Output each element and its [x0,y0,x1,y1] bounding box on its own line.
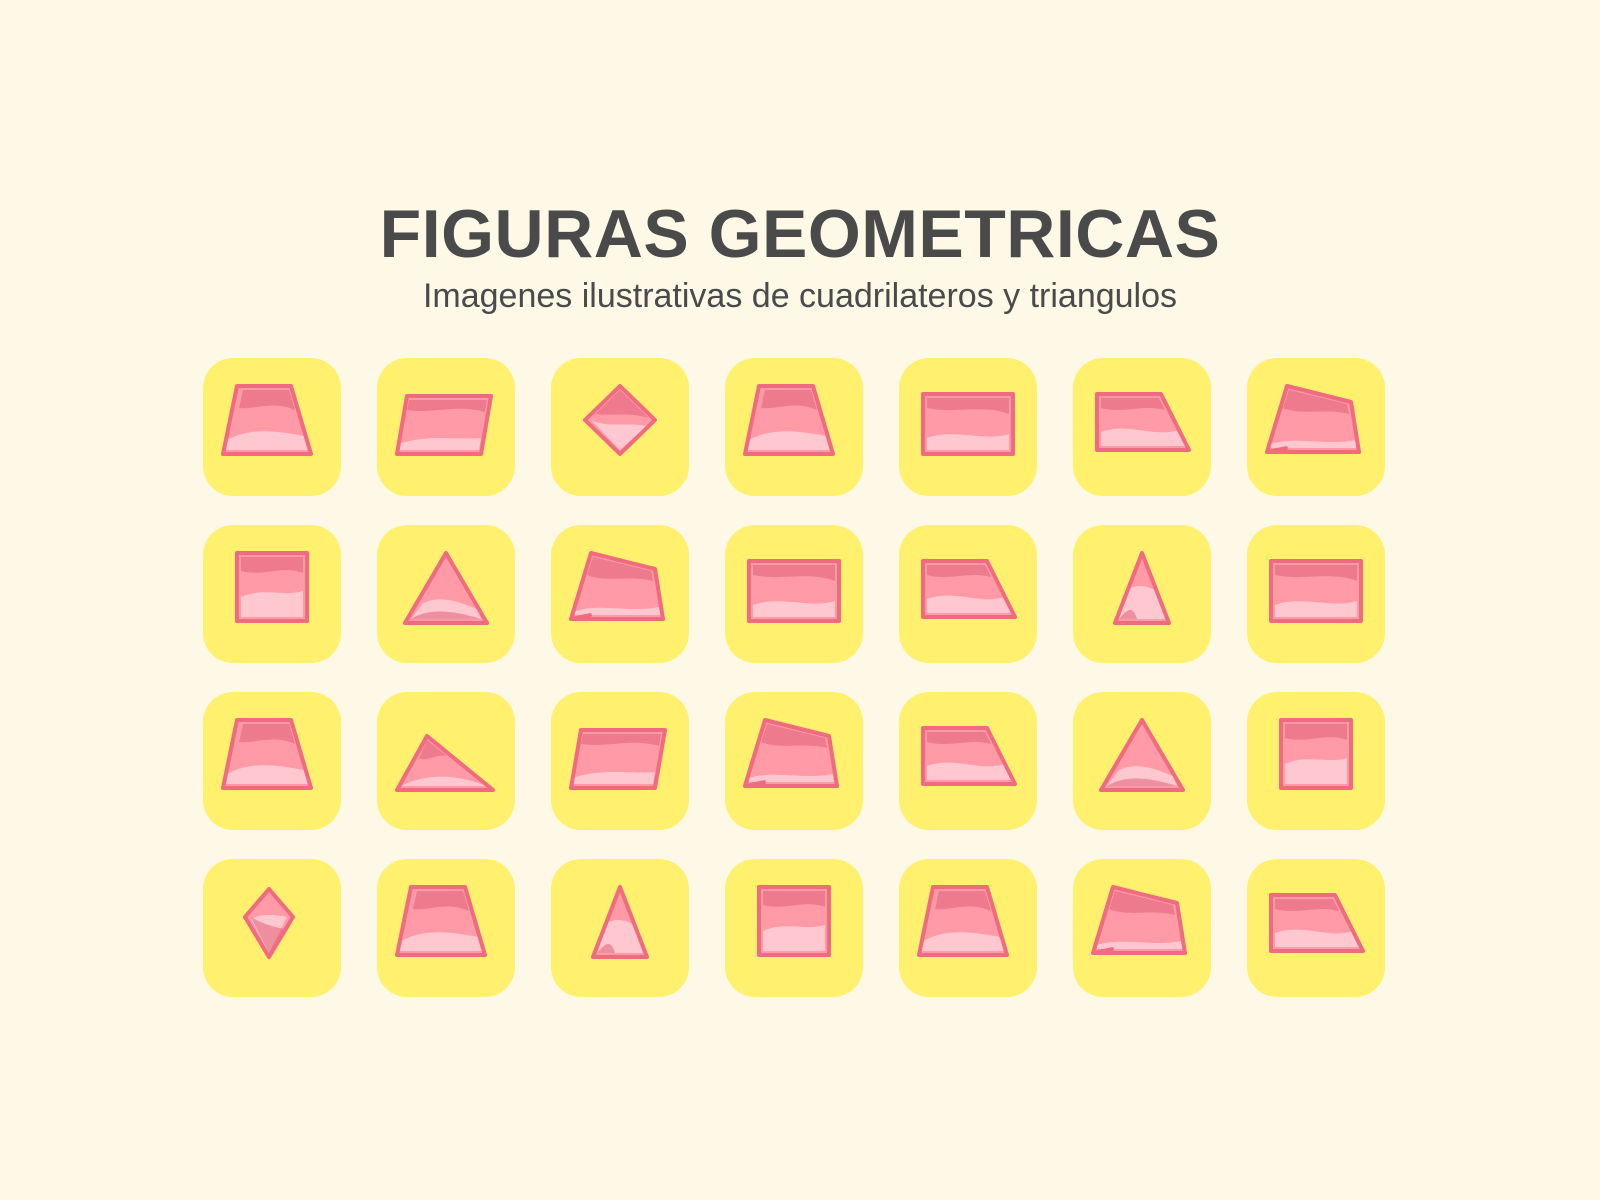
shape-tile [899,859,1037,997]
shape-tile [725,859,863,997]
shape-tile [725,525,863,663]
kite-icon [243,887,295,959]
shape-tile [203,358,341,496]
trapezoid-icon [917,885,1009,957]
trapezoid-icon [221,384,313,456]
irregular-quadrilateral-icon [743,718,839,788]
trapezoid-icon [743,384,835,456]
rhombus-icon [583,384,657,456]
shape-tile [551,692,689,830]
rectangle-icon [921,392,1015,456]
rectangle-icon [1269,559,1363,623]
shape-tile [725,692,863,830]
shape-tile [899,358,1037,496]
shape-tile [1247,692,1385,830]
irregular-quadrilateral-icon [1265,384,1361,454]
trapezoid-icon [221,718,313,790]
shape-tile [377,358,515,496]
triangle-icon [1099,718,1185,792]
page-subtitle: Imagenes ilustrativas de cuadrilateros y… [422,277,1178,315]
shape-tile [203,859,341,997]
parallelogram-icon [395,394,493,456]
shape-tile [203,525,341,663]
triangle-icon [403,551,489,625]
shape-tile [1073,692,1211,830]
shape-tile [1247,525,1385,663]
page-title: FIGURAS GEOMETRICAS [379,196,1221,272]
shape-tile [551,859,689,997]
shape-tile [899,525,1037,663]
rectangle-icon [747,559,841,623]
square-icon [1279,718,1353,790]
square-icon [235,551,309,623]
shape-tile [1073,859,1211,997]
shape-tile [1247,358,1385,496]
shape-tile [551,358,689,496]
right-trapezoid-icon [921,559,1017,619]
shape-tile [899,692,1037,830]
shape-grid [203,358,1385,997]
shape-tile [725,358,863,496]
obtuse-triangle-icon [395,734,495,792]
shape-tile [1073,525,1211,663]
shape-tile [203,692,341,830]
right-trapezoid-icon [1095,392,1191,452]
shape-tile [377,525,515,663]
trapezoid-icon [395,885,487,957]
parallelogram-icon [569,728,667,790]
header: FIGURAS GEOMETRICAS Imagenes ilustrativa… [0,195,1600,317]
isosceles-triangle-icon [1113,551,1171,625]
square-icon [757,885,831,957]
shape-tile [1247,859,1385,997]
right-trapezoid-icon [921,726,1017,786]
shape-tile [377,692,515,830]
shape-tile [1073,358,1211,496]
shape-tile [377,859,515,997]
irregular-quadrilateral-icon [1091,885,1187,955]
right-trapezoid-icon [1269,893,1365,953]
irregular-quadrilateral-icon [569,551,665,621]
shape-tile [551,525,689,663]
isosceles-triangle-icon [591,885,649,959]
